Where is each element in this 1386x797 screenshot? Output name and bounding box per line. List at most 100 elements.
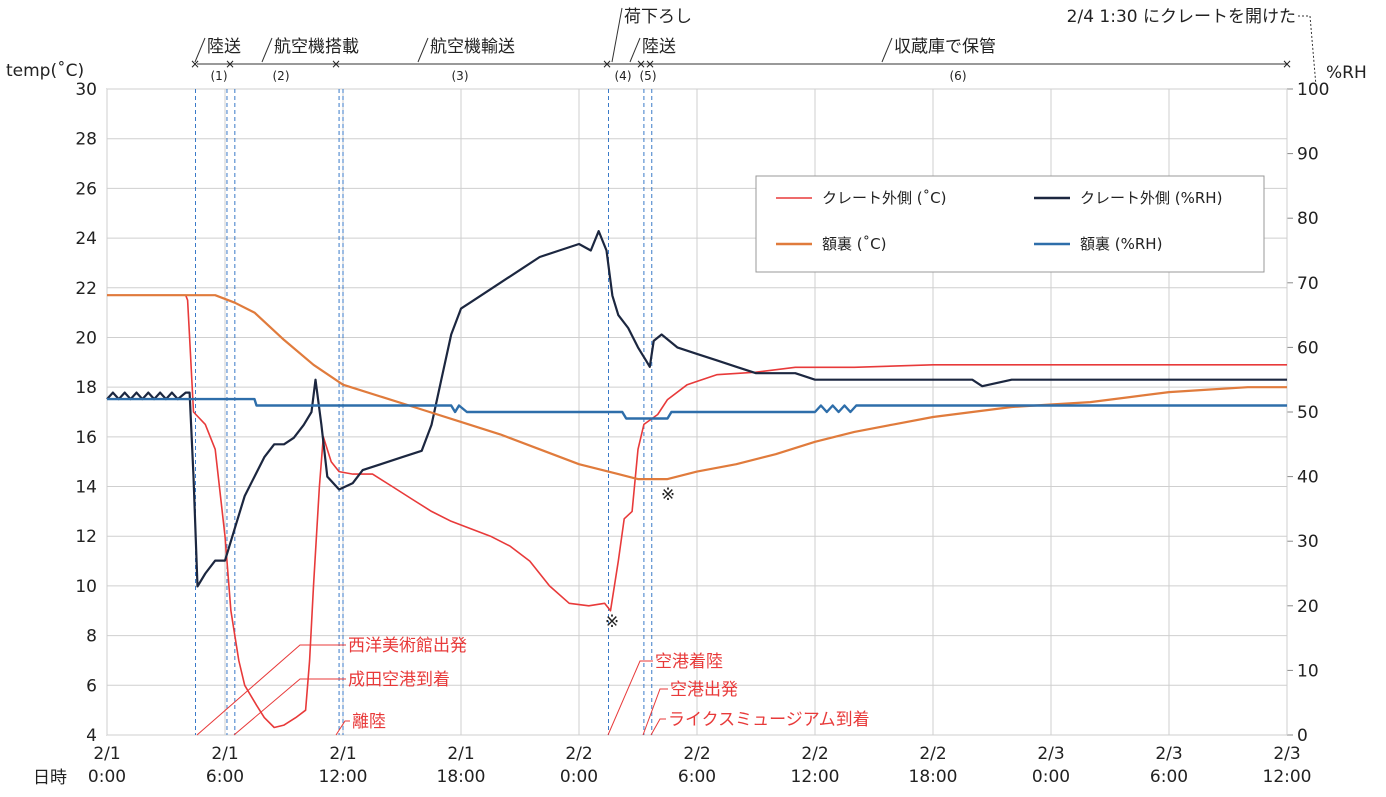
legend-label: クレート外側 (%RH) — [1080, 189, 1222, 207]
event-label: 西洋美術館出発 — [348, 636, 467, 656]
x-tick-label-time: 18:00 — [909, 767, 958, 787]
crate-open-note: 2/4 1:30 にクレートを開けた — [1067, 7, 1296, 27]
x-tick-label-time: 6:00 — [206, 767, 244, 787]
phase-label: 航空機搭載 — [274, 37, 359, 57]
crate-open-leader — [1298, 15, 1317, 87]
phase-marker: × — [331, 57, 341, 71]
x-tick-label-time: 12:00 — [1263, 767, 1312, 787]
y-left-tick-label: 26 — [75, 179, 97, 199]
legend-label: 額裏 (˚C) — [822, 235, 886, 253]
annotation-mark: ※ — [605, 612, 619, 632]
x-tick-label-date: 2/2 — [683, 744, 710, 764]
phase-marker: × — [636, 57, 646, 71]
x-tick-label-time: 12:00 — [319, 767, 368, 787]
y-right-tick-label: 100 — [1297, 80, 1329, 100]
x-tick-label-date: 2/2 — [565, 744, 592, 764]
x-tick-label-time: 6:00 — [678, 767, 716, 787]
phase-label: 収蔵庫で保管 — [894, 37, 996, 57]
series-frame-back-rh — [107, 397, 1287, 420]
y-left-tick-label: 12 — [75, 527, 97, 547]
y-right-tick-label: 50 — [1297, 403, 1319, 423]
y-right-tick-label: 40 — [1297, 468, 1319, 488]
y-left-tick-label: 30 — [75, 80, 97, 100]
phase-leader — [611, 7, 623, 63]
phase-marker: × — [645, 57, 655, 71]
legend-label: クレート外側 (˚C) — [822, 189, 946, 207]
x-tick-label-date: 2/2 — [919, 744, 946, 764]
y-left-tick-label: 16 — [75, 428, 97, 448]
phase-leader — [417, 37, 429, 63]
phase-marker: × — [190, 57, 200, 71]
y-left-tick-label: 8 — [86, 627, 97, 647]
phase-number: (5) — [640, 69, 657, 83]
y-right-tick-label: 80 — [1297, 209, 1319, 229]
y-left-tick-label: 18 — [75, 378, 97, 398]
y-right-tick-label: 90 — [1297, 145, 1319, 165]
phase-number: (4) — [615, 69, 632, 83]
legend-label: 額裏 (%RH) — [1080, 235, 1162, 253]
annotation-mark: ※ — [661, 485, 675, 505]
event-leader — [650, 718, 666, 736]
x-tick-label-date: 2/1 — [93, 744, 120, 764]
phase-number: (2) — [273, 69, 290, 83]
phase-number: (3) — [452, 69, 469, 83]
y-left-tick-label: 6 — [86, 676, 97, 696]
x-axis-title: 日時 — [33, 768, 67, 788]
event-leader — [335, 720, 350, 736]
event-label: 成田空港到着 — [348, 670, 450, 690]
x-tick-label-date: 2/2 — [801, 744, 828, 764]
legend-box — [755, 175, 1265, 273]
x-tick-label-date: 2/1 — [211, 744, 238, 764]
event-label: 離陸 — [352, 712, 386, 732]
event-leader — [642, 688, 668, 736]
x-tick-label-time: 18:00 — [437, 767, 486, 787]
y-left-tick-label: 20 — [75, 328, 97, 348]
phase-marker: × — [1282, 57, 1292, 71]
x-tick-label-date: 2/3 — [1037, 744, 1064, 764]
phase-number: (6) — [950, 69, 967, 83]
event-label: ライクスミュージアム到着 — [668, 710, 870, 730]
series-crate-outside-temp — [107, 294, 1287, 729]
phase-label: 航空機輸送 — [430, 37, 515, 57]
y-left-tick-label: 22 — [75, 279, 97, 299]
x-tick-label-time: 12:00 — [791, 767, 840, 787]
phase-label: 陸送 — [207, 37, 241, 57]
y-right-tick-label: 70 — [1297, 274, 1319, 294]
y-right-tick-label: 0 — [1297, 726, 1308, 746]
x-tick-label-time: 0:00 — [88, 767, 126, 787]
y-left-tick-label: 14 — [75, 478, 97, 498]
event-leader — [233, 678, 346, 736]
x-tick-label-time: 6:00 — [1150, 767, 1188, 787]
x-tick-label-time: 0:00 — [1032, 767, 1070, 787]
series-frame-back-temp — [107, 294, 1287, 481]
event-leader — [607, 660, 653, 736]
event-label: 空港出発 — [670, 680, 738, 700]
phase-marker: × — [225, 57, 235, 71]
phase-leader — [881, 37, 893, 63]
y-right-tick-label: 10 — [1297, 661, 1319, 681]
y-right-axis-title: %RH — [1326, 63, 1367, 83]
y-left-axis-title: temp(˚C) — [6, 60, 84, 81]
y-left-tick-label: 28 — [75, 130, 97, 150]
phase-marker: × — [602, 57, 612, 71]
y-right-tick-label: 30 — [1297, 532, 1319, 552]
y-left-tick-label: 24 — [75, 229, 97, 249]
y-left-tick-label: 10 — [75, 577, 97, 597]
phase-label: 陸送 — [642, 37, 676, 57]
y-right-tick-label: 20 — [1297, 597, 1319, 617]
x-tick-label-date: 2/3 — [1273, 744, 1300, 764]
phase-leader — [629, 37, 641, 63]
x-tick-label-date: 2/1 — [447, 744, 474, 764]
event-leader — [196, 644, 346, 736]
x-tick-label-time: 0:00 — [560, 767, 598, 787]
x-tick-label-date: 2/1 — [329, 744, 356, 764]
phase-number: (1) — [211, 69, 228, 83]
phase-label: 荷下ろし — [624, 7, 692, 27]
event-label: 空港着陸 — [655, 652, 723, 672]
x-tick-label-date: 2/3 — [1155, 744, 1182, 764]
phase-leader — [194, 37, 206, 63]
phase-leader — [261, 37, 273, 63]
y-right-tick-label: 60 — [1297, 338, 1319, 358]
y-left-tick-label: 4 — [86, 726, 97, 746]
